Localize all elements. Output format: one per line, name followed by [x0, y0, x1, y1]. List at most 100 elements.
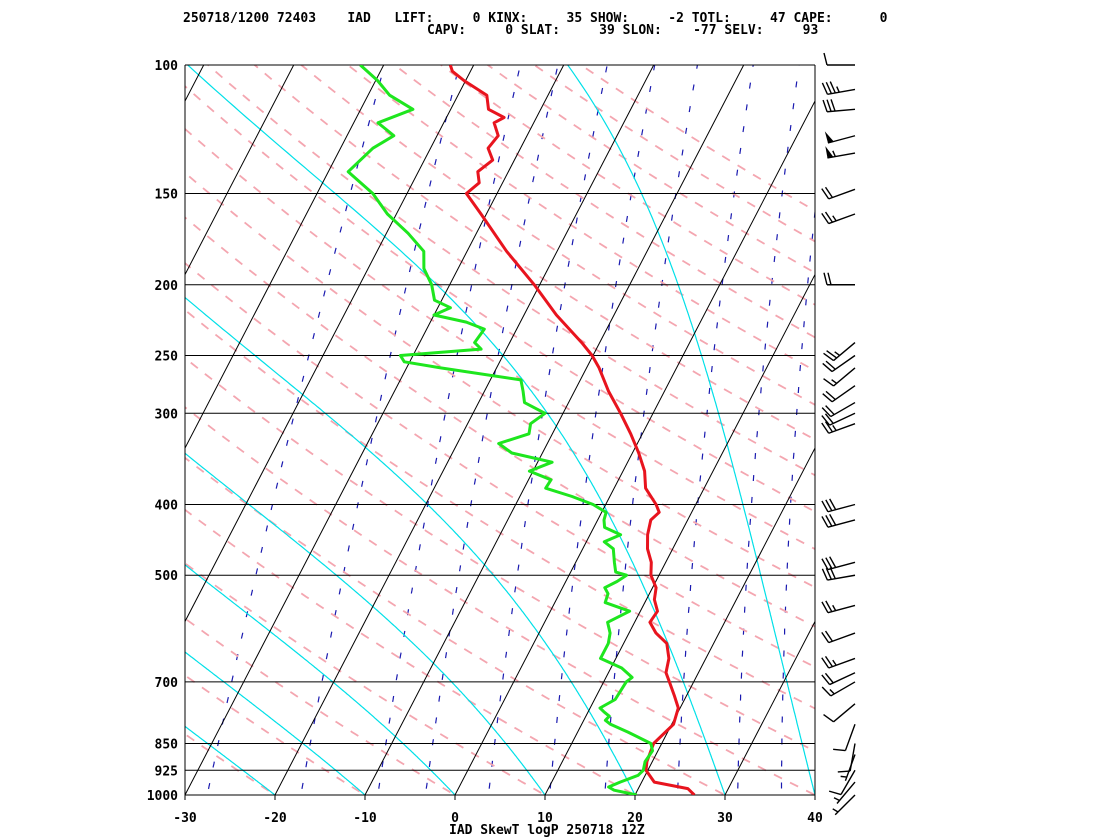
wind-barb — [821, 513, 856, 528]
dry-adiabat-line — [185, 617, 457, 795]
dry-adiabat-line — [185, 562, 547, 795]
pressure-tick-label: 300 — [155, 407, 179, 422]
dry-adiabat-line — [185, 85, 815, 513]
wind-barb — [823, 52, 855, 66]
wind-barb — [821, 567, 856, 581]
dry-adiabat-line — [185, 216, 815, 628]
mixing-ratio-line — [487, 65, 608, 795]
isotherm-line — [0, 49, 32, 811]
dry-adiabat-line — [439, 65, 815, 306]
temperature-tick-label: 30 — [717, 811, 733, 826]
mixing-ratio-line — [424, 65, 559, 795]
wind-barb — [824, 131, 856, 144]
pressure-tick-label: 1000 — [147, 789, 178, 804]
wind-barb — [821, 681, 856, 697]
isotherm-line — [185, 65, 385, 450]
wind-barbs — [821, 52, 856, 816]
wind-barb — [821, 630, 856, 644]
wind-barb — [821, 672, 856, 686]
temperature-tick-label: 20 — [627, 811, 643, 826]
temperature-tick-label: 40 — [807, 811, 823, 826]
temperature-tick-label: -20 — [263, 811, 287, 826]
wind-barb — [833, 724, 856, 752]
pressure-tick-label: 150 — [155, 188, 179, 203]
wind-barb — [821, 186, 856, 200]
temperature-tick-label: 10 — [537, 811, 553, 826]
dry-adiabat-line — [185, 456, 727, 795]
sounding-traces — [346, 65, 696, 795]
wind-barb — [822, 99, 856, 113]
pressure-tick-label: 700 — [155, 676, 179, 691]
mixing-ratio-line — [377, 65, 521, 795]
wind-barb — [823, 703, 856, 723]
header-line-1: 250718/1200 72403 IAD LIFT: 0 KINX: 35 S… — [183, 11, 888, 26]
wind-barb — [828, 769, 856, 796]
header-line-2: CAPV: 0 SLAT: 39 SLON: -77 SELV: 93 — [427, 23, 818, 38]
isotherm-line — [544, 273, 815, 795]
pressure-tick-label: 100 — [155, 59, 179, 74]
wind-barb — [821, 412, 856, 426]
wind-barb — [840, 754, 856, 782]
temperature-tick-label: -10 — [353, 811, 377, 826]
dry-adiabat-line — [185, 127, 815, 551]
wind-barb — [821, 655, 856, 669]
plot-frame — [184, 64, 816, 800]
dry-adiabat-line — [346, 65, 815, 372]
isotherm-line — [185, 65, 475, 623]
dry-adiabat-line — [486, 65, 815, 274]
wind-barb — [821, 81, 856, 95]
dry-adiabat-line — [185, 674, 367, 795]
wind-barb — [825, 146, 856, 159]
pressure-tick-label: 500 — [155, 569, 179, 584]
dry-adiabat-line — [185, 308, 815, 710]
temperature-tick-label: 0 — [451, 811, 459, 826]
dry-adiabat-line — [185, 406, 815, 795]
temperature-trace — [448, 65, 696, 795]
moist-adiabat-line — [185, 725, 276, 795]
dry-adiabat-line — [185, 733, 277, 795]
isotherm-line — [185, 65, 295, 276]
background-lines — [0, 49, 815, 811]
wind-barb — [822, 354, 856, 373]
isotherm-line — [364, 65, 745, 795]
wind-barb — [832, 794, 856, 816]
isotherm-line — [185, 65, 565, 795]
moist-adiabat-line — [185, 564, 456, 795]
isotherm-line — [724, 620, 815, 795]
dry-adiabat-line — [185, 793, 187, 795]
isotherm-line — [634, 446, 815, 795]
dry-adiabat-line — [393, 65, 815, 339]
wind-barb — [821, 401, 856, 418]
chart-title: IAD SkewT logP 250718 12Z — [449, 823, 645, 838]
isotherm-line — [0, 49, 122, 811]
wind-barb — [821, 421, 856, 434]
dry-adiabat-line — [299, 65, 815, 406]
dry-adiabat-line — [206, 65, 815, 477]
isotherm-line — [274, 65, 655, 795]
pressure-tick-label: 200 — [155, 279, 179, 294]
wind-barb — [823, 367, 856, 387]
dry-adiabat-line — [253, 65, 815, 441]
isotherm-line — [454, 99, 815, 795]
isotherm-line — [185, 65, 205, 103]
moist-adiabat-line — [186, 65, 726, 795]
pressure-tick-label: 925 — [155, 764, 178, 779]
moist-adiabat-line — [185, 452, 546, 795]
dewpoint-trace — [346, 65, 654, 795]
isotherm-line — [814, 793, 815, 795]
pressure-tick-label: 250 — [155, 349, 179, 364]
dry-adiabat-line — [185, 508, 637, 795]
moist-adiabat-line — [185, 296, 636, 795]
wind-barb — [833, 781, 856, 804]
wind-barb — [821, 211, 856, 225]
pressure-tick-label: 400 — [155, 499, 179, 514]
mixing-ratio-line — [737, 65, 800, 795]
wind-barb — [821, 556, 856, 571]
pressure-tick-label: 850 — [155, 737, 179, 752]
wind-barb — [821, 498, 856, 513]
wind-barb — [821, 600, 856, 614]
wind-barb — [822, 385, 856, 403]
wind-barb — [823, 272, 855, 286]
